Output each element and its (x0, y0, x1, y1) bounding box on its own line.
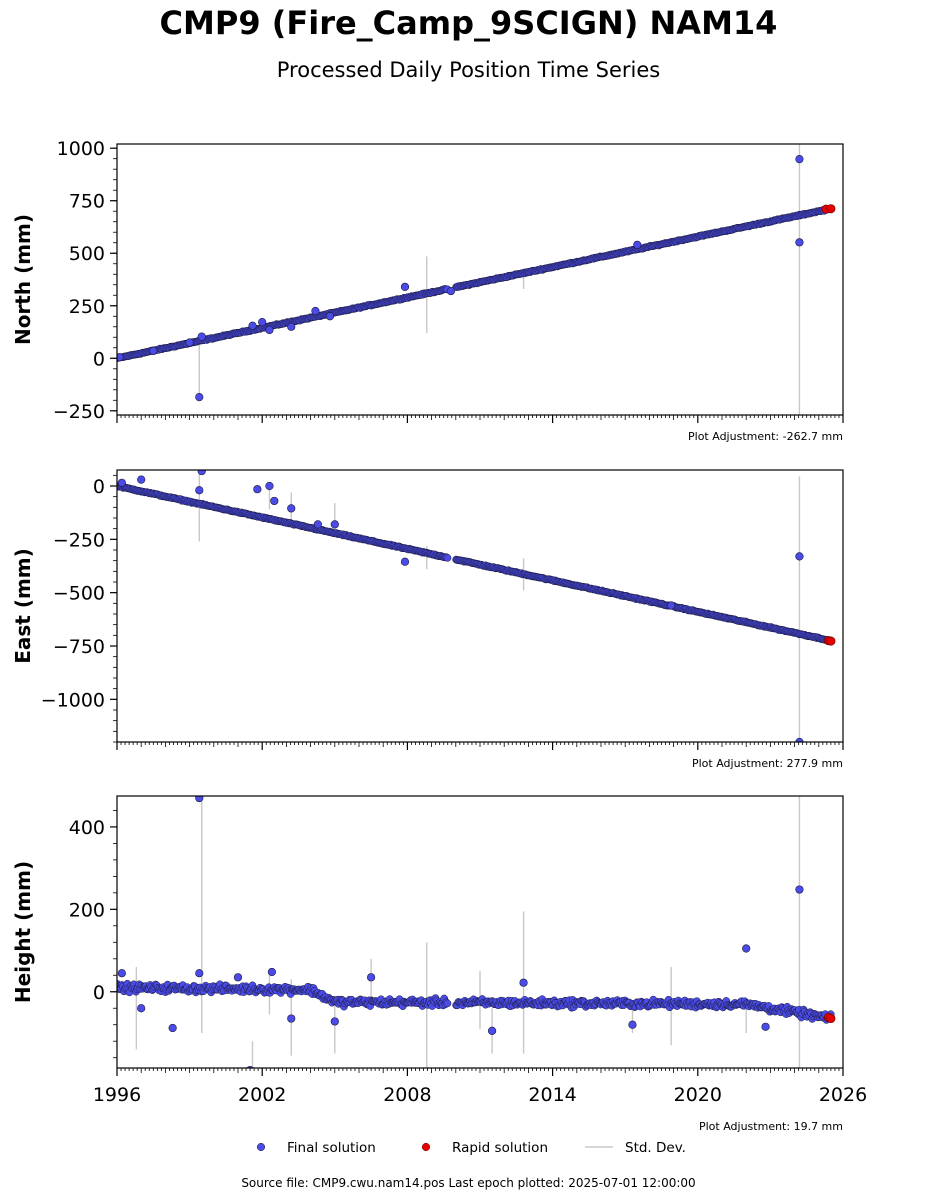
final-solution-point (367, 973, 376, 982)
y-tick-label: 250 (69, 296, 105, 318)
final-solution-cloud (117, 979, 835, 1024)
final-solution-point (628, 1020, 637, 1029)
final-solution-point (197, 332, 206, 341)
final-solution-point (265, 325, 274, 335)
final-solution-point (185, 338, 194, 347)
legend: Final solution Rapid solution Std. Dev. (256, 1140, 686, 1156)
x-tick-label: 2014 (528, 1084, 576, 1106)
y-tick-label: 0 (93, 348, 105, 370)
y-tick-label: 750 (69, 191, 105, 213)
x-tick-label: 2020 (674, 1084, 722, 1106)
panel-height: 0 200 400 1996 2002 2008 2014 2020 2026 Height (m… (11, 795, 867, 1133)
final-solution-point (311, 306, 320, 316)
final-solution-point (488, 1026, 497, 1036)
final-solution-point (195, 486, 204, 495)
final-solution-point (267, 967, 276, 977)
legend-label: Std. Dev. (625, 1140, 686, 1156)
final-solution-point (248, 321, 257, 330)
y-axis-label: East (mm) (11, 548, 35, 664)
final-solution-point (233, 973, 243, 982)
y-tick-label: 0 (93, 982, 105, 1004)
final-solution-point (330, 1017, 339, 1026)
final-solution-point (253, 485, 262, 494)
panel-east: −1000 −750 −500 −250 0 East (mm) Plot Adjustme… (11, 469, 844, 770)
final-solution-point (313, 520, 322, 529)
x-tick-label: 2002 (238, 1084, 286, 1106)
final-solution-point (117, 478, 126, 487)
final-solution-cloud (117, 482, 835, 645)
final-solution-point (195, 969, 204, 978)
chart-subtitle: Processed Daily Position Time Series (276, 58, 661, 82)
final-solution-point (330, 520, 339, 529)
final-solution-point (519, 978, 528, 987)
plot-adjustment-note: Plot Adjustment: 19.7 mm (699, 1120, 843, 1133)
plot-adjustment-note: Plot Adjustment: 277.9 mm (692, 757, 843, 770)
final-solution-point (667, 601, 676, 610)
plot-adjustment-note: Plot Adjustment: -262.7 mm (688, 430, 843, 443)
panel-north: −250 0 250 500 750 1000 North (mm) Plot Adjustm… (11, 138, 844, 443)
y-tick-label: 0 (93, 476, 105, 498)
final-solution-point (795, 155, 804, 164)
y-axis-label: North (mm) (11, 214, 35, 345)
final-solution-point (325, 312, 335, 321)
final-solution-point (742, 944, 751, 953)
final-solution-point (149, 346, 158, 356)
final-solution-point (137, 1004, 146, 1013)
legend-label: Rapid solution (452, 1140, 548, 1156)
final-solution-point (117, 969, 126, 978)
final-solution-point (258, 318, 267, 327)
final-solution-point (197, 470, 206, 476)
final-solution-point (795, 238, 804, 247)
final-solution-point (270, 496, 279, 506)
final-solution-point (400, 282, 410, 291)
final-solution-point (795, 737, 804, 742)
x-tick-label: 2026 (819, 1084, 867, 1106)
final-solution-cloud (117, 205, 835, 362)
source-file-note: Source file: CMP9.cwu.nam14.pos Last epo… (241, 1176, 696, 1190)
y-tick-label: −250 (53, 529, 105, 551)
final-solution-point (195, 393, 204, 402)
y-tick-label: −1000 (41, 689, 105, 711)
legend-final-swatch (256, 1142, 266, 1152)
final-solution-point (795, 552, 804, 561)
y-tick-label: 500 (69, 243, 105, 265)
y-tick-label: 400 (69, 817, 105, 839)
final-solution-point (117, 353, 124, 362)
rapid-solution-point (826, 636, 836, 646)
x-tick-label: 1996 (93, 1084, 141, 1106)
rapid-solution-point (826, 204, 836, 214)
y-tick-label: −750 (53, 636, 105, 658)
final-solution-point (287, 1014, 296, 1023)
y-tick-label: 1000 (57, 138, 105, 160)
plot-area (117, 144, 836, 415)
plot-area (117, 470, 836, 742)
final-solution-point (195, 796, 204, 803)
chart-title: CMP9 (Fire_Camp_9SCIGN) NAM14 (159, 4, 778, 42)
final-solution-point (795, 885, 804, 894)
x-tick-label: 2008 (383, 1084, 431, 1106)
final-solution-point (287, 504, 296, 513)
y-tick-label: −250 (53, 401, 105, 423)
final-solution-point (265, 481, 274, 491)
final-solution-point (287, 322, 296, 331)
final-solution-point (761, 1022, 770, 1031)
position-time-series-figure: −250 0 250 500 750 1000 North (mm) Plot Adjustm… (11, 138, 867, 1156)
y-tick-label: 200 (69, 899, 105, 921)
final-solution-point (443, 554, 452, 562)
final-solution-point (443, 999, 452, 1008)
y-tick-label: −500 (53, 583, 105, 605)
y-axis-label: Height (mm) (11, 861, 35, 1003)
legend-rapid-swatch (421, 1142, 431, 1152)
final-solution-point (446, 286, 456, 296)
final-solution-point (633, 240, 642, 249)
plot-area (117, 796, 836, 1068)
rapid-solution-point (826, 1014, 836, 1024)
legend-label: Final solution (287, 1140, 376, 1156)
final-solution-point (137, 475, 146, 484)
final-solution-point (400, 557, 410, 566)
final-solution-point (168, 1023, 177, 1033)
